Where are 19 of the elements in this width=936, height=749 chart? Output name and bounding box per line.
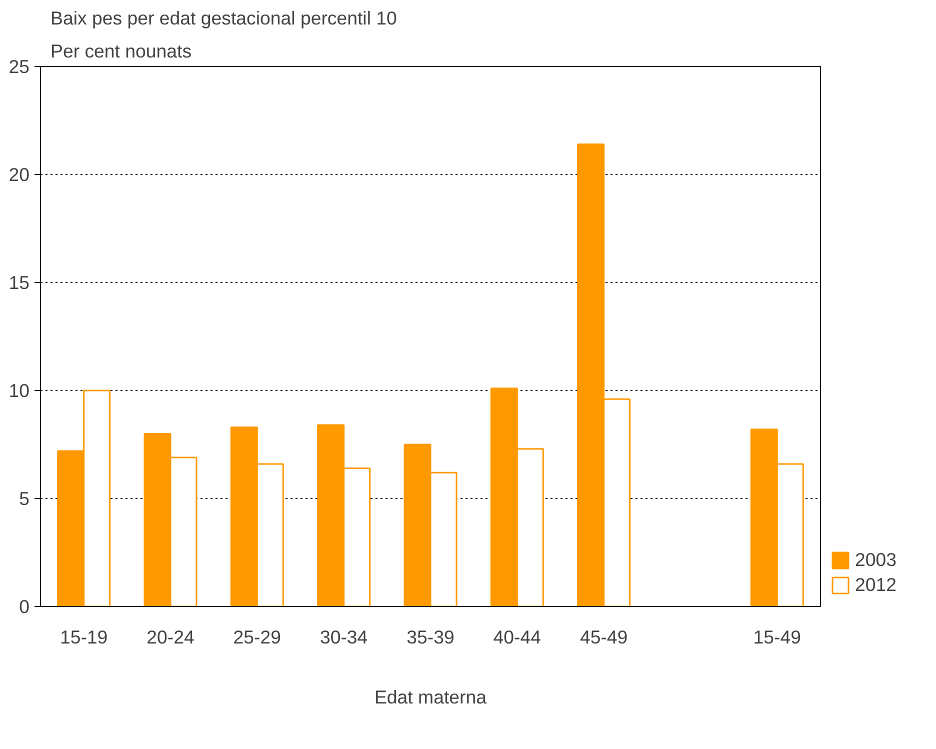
x-tick-label: 15-19 xyxy=(60,626,108,648)
x-tick-label: 35-39 xyxy=(406,626,454,648)
y-tick-label: 25 xyxy=(8,56,30,77)
x-tick-label: 20-24 xyxy=(146,626,194,648)
x-tick-label: 45-49 xyxy=(580,626,628,648)
y-tick-label: 0 xyxy=(19,596,30,617)
x-axis-title: Edat materna xyxy=(374,686,488,708)
x-tick-label: 15-49 xyxy=(753,626,802,648)
legend-label: 2012 xyxy=(855,574,897,596)
x-tick-label: 30-34 xyxy=(320,626,368,648)
y-tick-label: 10 xyxy=(8,380,30,401)
x-tick-label: 40-44 xyxy=(493,626,542,648)
y-tick-label: 15 xyxy=(8,272,30,293)
chart-title: Baix pes per edat gestacional percentil 10 xyxy=(50,8,397,28)
chart-subtitle: Per cent nounats xyxy=(50,40,192,62)
y-tick-label: 5 xyxy=(19,488,30,509)
legend-label: 2003 xyxy=(855,549,897,571)
y-tick-label: 20 xyxy=(8,164,30,185)
x-tick-label: 25-29 xyxy=(233,626,282,648)
